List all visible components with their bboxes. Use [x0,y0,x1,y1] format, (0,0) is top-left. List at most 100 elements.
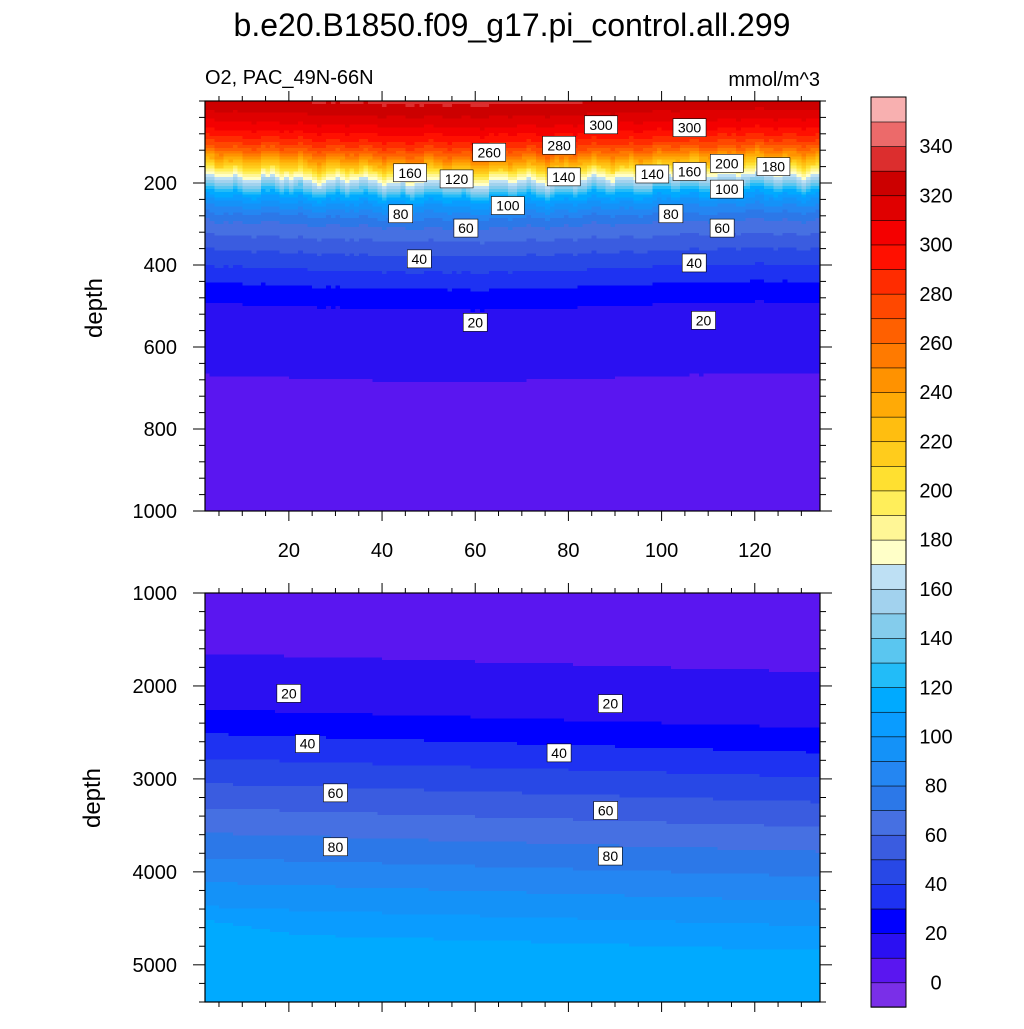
field-cell [265,349,271,354]
field-cell [214,370,220,374]
field-cell [274,185,281,190]
field-cell [218,101,225,105]
field-cell [237,153,243,158]
field-cell [223,306,229,310]
field-cell [223,308,229,313]
field-cell [256,426,262,430]
field-cell [260,329,267,333]
field-cell [205,267,211,272]
field-cell [223,490,229,495]
field-cell [232,185,239,190]
field-cell [209,472,215,477]
field-cell [270,405,276,410]
field-cell [246,139,253,143]
field-cell [265,361,271,366]
field-cell [265,306,271,310]
field-cell [209,253,215,257]
field-cell [251,475,257,480]
field-cell [246,379,253,383]
field-cell [218,291,225,295]
field-cell [251,367,257,372]
field-cell [205,467,211,471]
field-cell [265,408,271,413]
field-cell [251,291,257,295]
field-cell [209,502,215,506]
field-cell [218,183,225,187]
field-cell [232,139,239,143]
field-cell [223,273,229,278]
field-cell [274,329,281,333]
field-cell [246,209,253,213]
field-cell [205,136,211,140]
field-cell [270,156,276,161]
field-cell [251,250,257,254]
field-cell [209,396,215,401]
field-cell [270,408,276,413]
field-cell [251,267,257,272]
field-cell [237,118,243,123]
field-cell [246,376,253,380]
field-cell [270,229,276,234]
field-cell [209,174,215,178]
field-cell [237,481,243,486]
field-cell [209,294,215,298]
field-cell [237,385,243,389]
field-cell [251,262,257,266]
field-cell [242,358,248,363]
field-cell [218,185,225,190]
field-cell [246,367,253,372]
field-cell [270,142,276,146]
field-cell [223,434,229,439]
field-cell [246,200,253,205]
field-cell [256,449,262,454]
field-cell [270,308,276,313]
field-cell [274,218,281,222]
field-cell [218,215,225,219]
field-cell [223,405,229,410]
field-cell [205,300,211,304]
field-cell [256,262,262,266]
field-cell [223,294,229,298]
field-cell [232,303,239,307]
field-cell [256,414,262,418]
field-cell [228,475,234,480]
field-cell [205,440,211,445]
field-cell [214,373,220,377]
field-cell [214,282,220,287]
field-cell [256,250,262,254]
field-cell [270,285,276,290]
field-cell [270,481,276,486]
field-cell [223,203,229,208]
field-cell [260,235,267,240]
field-cell [223,183,229,187]
field-cell [218,238,225,243]
field-cell [218,133,225,137]
field-cell [279,162,285,167]
field-cell [232,109,239,114]
field-cell [232,291,239,295]
field-cell [205,370,211,374]
field-cell [260,165,267,169]
field-cell [209,464,215,468]
field-cell [270,475,276,480]
field-cell [265,282,271,287]
field-cell [205,276,211,281]
field-cell [214,118,220,123]
field-cell [274,426,281,430]
field-cell [237,349,243,354]
field-cell [274,203,281,208]
panel-upper-field [205,101,821,512]
field-cell [237,247,243,251]
field-cell [251,259,257,263]
field-cell [260,288,267,292]
field-cell [279,153,285,158]
field-cell [246,130,253,134]
field-cell [251,396,257,401]
field-cell [242,101,248,105]
field-cell [237,250,243,254]
field-cell [218,218,225,222]
field-cell [251,306,257,310]
field-cell [209,440,215,445]
field-cell [223,508,229,512]
field-cell [205,106,211,111]
